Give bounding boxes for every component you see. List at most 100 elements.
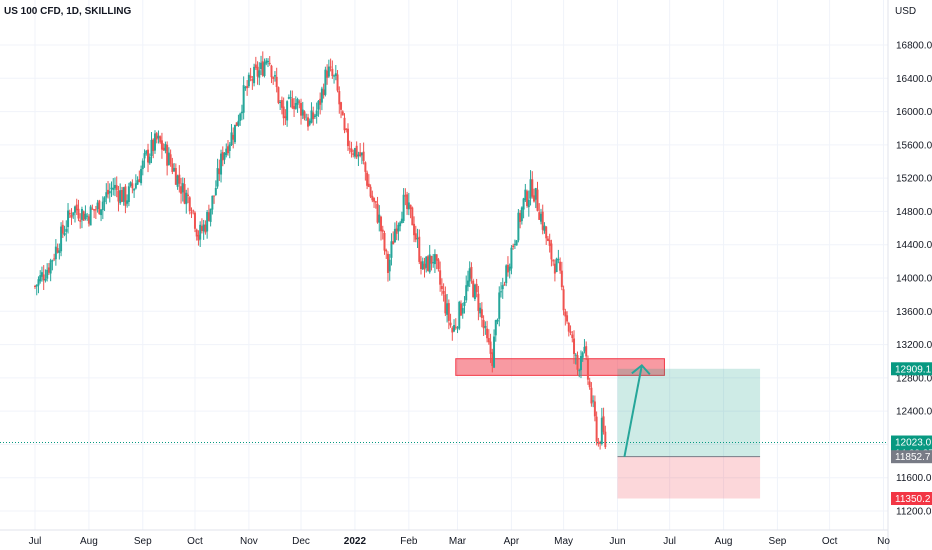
candle-body <box>164 144 167 151</box>
candle-body <box>501 285 504 290</box>
candle-body <box>287 97 290 99</box>
candle-body <box>576 355 579 370</box>
candle-body <box>524 189 527 201</box>
candle-body <box>585 346 588 357</box>
candle-body <box>357 154 360 157</box>
candle-body <box>317 101 320 110</box>
candle-body <box>399 222 402 227</box>
candle-body <box>404 195 407 197</box>
candle-body <box>53 258 56 260</box>
candle-body <box>153 133 156 151</box>
candle-body <box>378 214 381 223</box>
candle-body <box>581 352 584 358</box>
candle-body <box>291 98 294 108</box>
candle-body <box>367 183 370 188</box>
currency-label: USD <box>895 6 916 17</box>
candle-body <box>364 162 367 172</box>
candle-body <box>79 220 82 222</box>
candle-body <box>240 111 243 114</box>
candle-body <box>586 358 589 380</box>
candle-body <box>541 211 544 230</box>
candle-body <box>192 210 195 212</box>
candle-body <box>117 190 120 202</box>
candle-body <box>491 352 494 367</box>
candle-body <box>435 254 438 261</box>
candle-body <box>397 224 400 232</box>
candle-body <box>298 101 301 103</box>
candle-body <box>300 103 303 116</box>
candle-body <box>242 85 245 113</box>
candles-layer <box>34 51 607 450</box>
time-tick-label: Aug <box>715 536 733 547</box>
price-axis[interactable]: 11200.011600.012000.012400.012800.013200… <box>887 0 932 550</box>
candle-body <box>82 211 85 221</box>
candle-body <box>409 204 412 209</box>
time-tick-label: May <box>554 536 573 547</box>
candle-body <box>338 91 341 105</box>
candle-body <box>449 322 452 326</box>
candle-body <box>282 106 285 119</box>
candle-body <box>593 401 596 417</box>
candle-body <box>67 210 70 228</box>
candle-body <box>266 60 269 63</box>
time-axis[interactable]: Jul Aug Sep Oct Nov Dec 2022 Feb Mar Apr May Jun Jul… <box>0 529 890 547</box>
overlay-layer <box>0 364 888 457</box>
candle-body <box>58 250 61 254</box>
candle-body <box>115 185 118 190</box>
candle-body <box>336 74 339 91</box>
candle-body <box>155 133 158 140</box>
candle-body <box>213 195 216 197</box>
candle-body <box>162 147 165 151</box>
time-tick-label: Aug <box>80 536 98 547</box>
candle-body <box>543 225 546 231</box>
candle-body <box>456 327 459 329</box>
candle-body <box>312 112 315 120</box>
candle-body <box>477 293 480 311</box>
candle-body <box>604 431 607 448</box>
candle-body <box>113 184 116 189</box>
chart-annotations <box>455 358 761 499</box>
candle-body <box>407 202 410 210</box>
time-tick-label: Feb <box>400 536 418 547</box>
candle-body <box>515 240 518 246</box>
candle-body <box>529 179 532 199</box>
candle-body <box>475 283 478 293</box>
candle-body <box>588 381 591 388</box>
candle-body <box>166 144 169 166</box>
candle-body <box>534 187 537 200</box>
candle-body <box>320 88 323 103</box>
candle-body <box>73 206 76 213</box>
candle-body <box>425 256 428 268</box>
candle-body <box>552 260 555 262</box>
candle-body <box>103 197 106 203</box>
candle-body <box>573 338 576 354</box>
candle-body <box>498 292 501 319</box>
candle-body <box>181 183 184 193</box>
candle-body <box>567 322 570 332</box>
candle-body <box>597 442 600 444</box>
candle-body <box>383 233 386 251</box>
candle-body <box>496 319 499 322</box>
price-tick-label: 14400.0 <box>896 240 932 251</box>
candle-body <box>143 153 146 159</box>
candle-body <box>221 152 224 161</box>
candle-body <box>75 204 78 211</box>
price-tag-box <box>891 362 932 376</box>
candle-body <box>39 275 42 282</box>
candle-body <box>49 260 52 274</box>
candle-body <box>348 148 351 150</box>
candle-body <box>333 75 336 77</box>
candle-body <box>355 145 358 158</box>
candle-body <box>301 109 304 116</box>
candle-body <box>420 261 423 270</box>
candle-body <box>188 197 191 212</box>
candle-body <box>86 215 89 217</box>
candle-body <box>343 117 346 131</box>
candle-body <box>439 270 442 285</box>
time-tick-label: Jul <box>29 536 42 547</box>
price-tag-label: 12023.0 <box>895 438 932 449</box>
candle-body <box>569 331 572 333</box>
candle-body <box>239 113 242 121</box>
candle-body <box>519 213 522 222</box>
